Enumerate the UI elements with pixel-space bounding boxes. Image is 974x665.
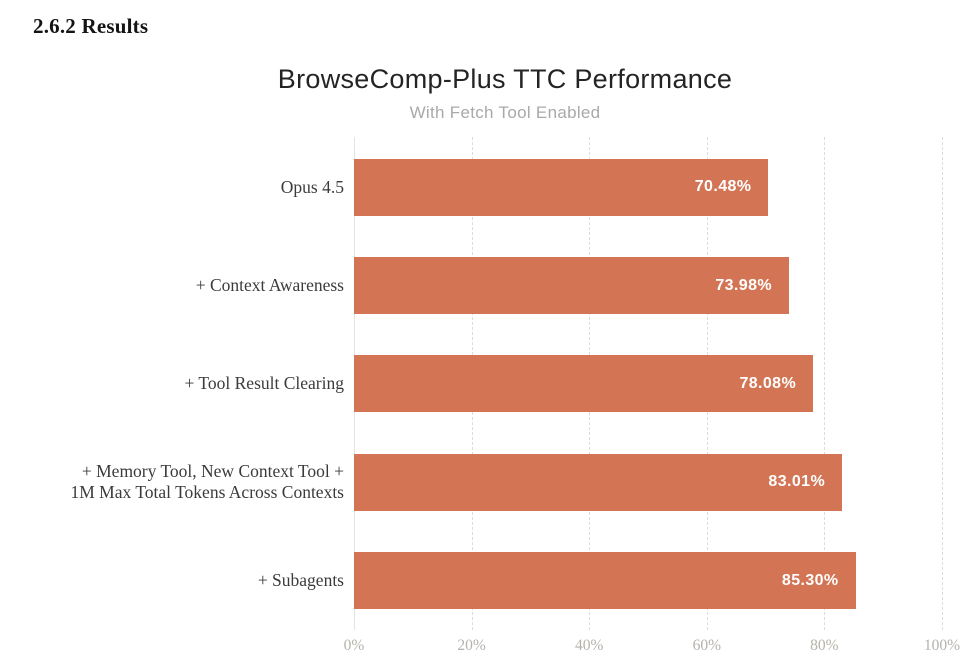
x-tick-label: 20% — [457, 637, 486, 654]
bar-5: 85.30% — [354, 552, 856, 610]
x-tick-label: 0% — [343, 637, 365, 654]
category-label: + Memory Tool, New Context Tool +1M Max … — [70, 461, 345, 503]
bar-value-label: 73.98% — [715, 276, 772, 294]
x-tick-label: 100% — [923, 637, 961, 654]
category-label: Opus 4.5 — [280, 176, 344, 197]
bars-area: 70.48% 73.98% 78.08% 83.01% 85.30% — [354, 138, 942, 630]
section-heading: 2.6.2 Results — [33, 14, 149, 38]
bar-row: 83.01% — [354, 433, 942, 531]
x-axis-tick-labels: 0% 20% 40% 60% 80% 100% — [344, 637, 960, 659]
x-tick-label: 40% — [574, 637, 604, 654]
bar-value-label: 70.48% — [694, 178, 752, 196]
bar-row: 78.08% — [354, 335, 942, 433]
gridline — [942, 137, 943, 630]
bar-row: 70.48% — [354, 138, 942, 236]
chart-title: BrowseComp-Plus TTC Performance — [277, 64, 733, 94]
category-label: + Tool Result Clearing — [184, 373, 345, 394]
category-label: + Subagents — [257, 570, 344, 591]
bar-1: 70.48% — [354, 158, 769, 216]
chart-subtitle: With Fetch Tool Enabled — [409, 103, 601, 122]
x-tick-label: 60% — [692, 637, 722, 654]
bar-value-label: 78.08% — [739, 374, 797, 392]
category-label: + Context Awareness — [195, 275, 344, 296]
gridline — [824, 137, 826, 630]
x-tick-label: 80% — [810, 637, 839, 654]
category-labels-column: Opus 4.5 + Context Awareness + Tool Result… — [36, 138, 345, 630]
bar-value-label: 83.01% — [768, 473, 826, 491]
bar-row: 73.98% — [354, 236, 942, 334]
bar-value-label: 85.30% — [781, 571, 839, 589]
bar-4: 83.01% — [354, 453, 843, 511]
bar-row: 85.30% — [354, 532, 942, 630]
bar-2: 73.98% — [354, 257, 789, 315]
bar-3: 78.08% — [354, 355, 814, 413]
